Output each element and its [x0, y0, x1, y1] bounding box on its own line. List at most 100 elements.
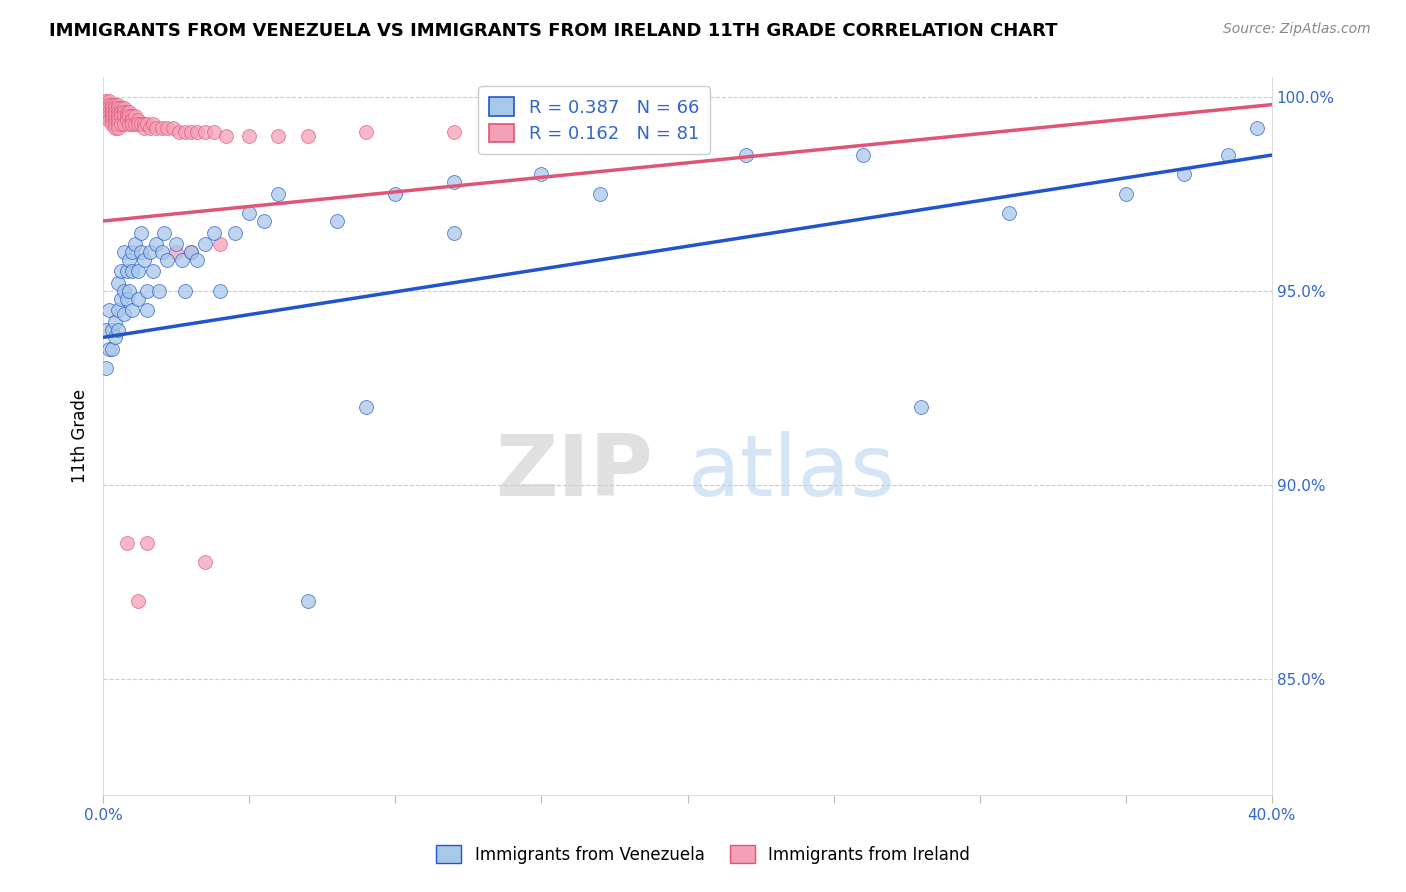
Point [115, 292, 138, 306]
Point [132, 117, 155, 131]
Point [354, 401, 377, 415]
Point [104, 120, 127, 135]
Point [101, 105, 124, 120]
Point [852, 148, 875, 162]
Point [101, 109, 124, 123]
Point [384, 186, 406, 201]
Point [112, 102, 135, 116]
Point [910, 401, 932, 415]
Point [104, 105, 127, 120]
Point [145, 237, 167, 252]
Point [104, 97, 127, 112]
Point [107, 323, 129, 337]
Point [98, 105, 121, 120]
Point [202, 226, 225, 240]
Point [127, 113, 149, 128]
Point [98, 97, 121, 112]
Point [104, 117, 127, 131]
Point [1216, 148, 1239, 162]
Point [326, 214, 349, 228]
Point [110, 117, 132, 131]
Point [139, 120, 162, 135]
Point [118, 109, 141, 123]
Point [156, 252, 179, 267]
Point [202, 125, 225, 139]
Point [174, 125, 197, 139]
Point [121, 109, 143, 123]
Point [150, 120, 173, 135]
Point [153, 226, 176, 240]
Text: IMMIGRANTS FROM VENEZUELA VS IMMIGRANTS FROM IRELAND 11TH GRADE CORRELATION CHAR: IMMIGRANTS FROM VENEZUELA VS IMMIGRANTS … [49, 22, 1057, 40]
Point [115, 109, 138, 123]
Point [104, 102, 127, 116]
Point [129, 117, 152, 131]
Point [104, 330, 127, 344]
Point [132, 252, 155, 267]
Point [121, 245, 143, 260]
Point [297, 128, 319, 143]
Point [115, 105, 138, 120]
Legend: Immigrants from Venezuela, Immigrants from Ireland: Immigrants from Venezuela, Immigrants fr… [430, 838, 976, 871]
Point [297, 594, 319, 608]
Point [156, 120, 179, 135]
Legend: R = 0.387   N = 66, R = 0.162   N = 81: R = 0.387 N = 66, R = 0.162 N = 81 [478, 87, 710, 154]
Point [112, 245, 135, 260]
Text: ZIP: ZIP [495, 431, 652, 514]
Point [127, 292, 149, 306]
Point [124, 109, 146, 123]
Point [107, 113, 129, 128]
Point [121, 117, 143, 131]
Point [139, 245, 162, 260]
Point [107, 303, 129, 318]
Point [150, 245, 173, 260]
Point [104, 315, 127, 329]
Point [98, 342, 121, 356]
Point [94, 102, 117, 116]
Point [115, 264, 138, 278]
Point [94, 361, 117, 376]
Point [107, 97, 129, 112]
Point [94, 109, 117, 123]
Point [238, 128, 260, 143]
Point [94, 97, 117, 112]
Point [136, 303, 159, 318]
Point [118, 284, 141, 298]
Point [1246, 120, 1268, 135]
Point [121, 303, 143, 318]
Point [186, 252, 208, 267]
Point [443, 226, 465, 240]
Point [253, 214, 276, 228]
Point [98, 113, 121, 128]
Point [107, 120, 129, 135]
Point [194, 125, 217, 139]
Point [94, 94, 117, 108]
Point [443, 175, 465, 189]
Point [104, 109, 127, 123]
Point [129, 226, 152, 240]
Point [136, 536, 159, 550]
Point [208, 237, 231, 252]
Point [589, 186, 612, 201]
Point [107, 276, 129, 290]
Point [735, 148, 758, 162]
Point [136, 284, 159, 298]
Point [124, 117, 146, 131]
Point [170, 252, 193, 267]
Point [215, 128, 238, 143]
Point [98, 303, 121, 318]
Point [104, 113, 127, 128]
Point [110, 264, 132, 278]
Point [224, 226, 246, 240]
Point [267, 186, 290, 201]
Point [121, 113, 143, 128]
Point [94, 323, 117, 337]
Point [530, 168, 553, 182]
Point [180, 245, 202, 260]
Point [129, 245, 152, 260]
Point [208, 284, 231, 298]
Point [238, 206, 260, 220]
Point [165, 237, 187, 252]
Point [98, 102, 121, 116]
Point [165, 245, 187, 260]
Point [180, 125, 202, 139]
